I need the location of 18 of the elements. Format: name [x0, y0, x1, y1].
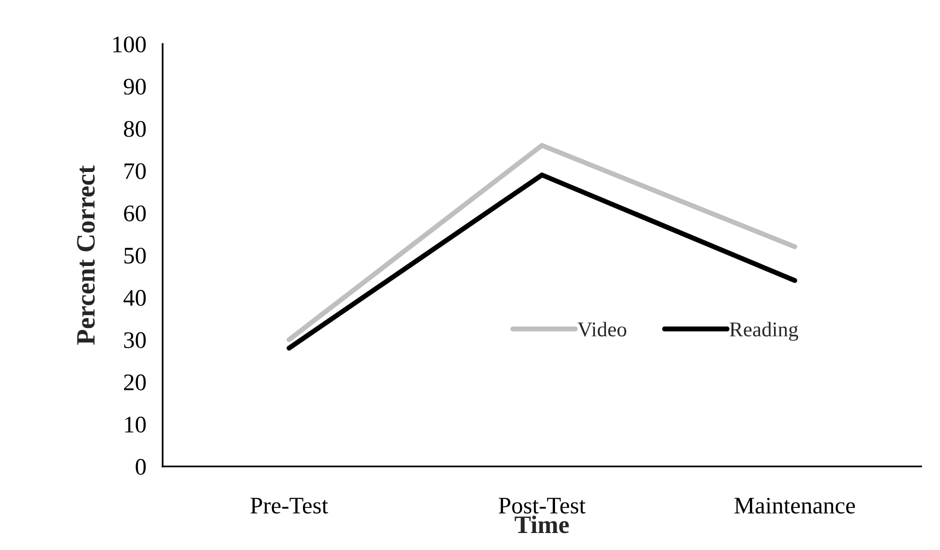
x-tick-label: Post-Test [498, 498, 586, 514]
y-tick-label: 20 [124, 374, 146, 390]
y-tick-label: 10 [125, 416, 146, 433]
y-tick-label: 30 [124, 332, 146, 348]
y-tick-label: 60 [124, 205, 146, 222]
x-tick-label: Maintenance [734, 498, 855, 514]
y-tick-label: 80 [124, 120, 146, 137]
legend-label: Reading [730, 322, 798, 341]
legend-label: Video [578, 322, 626, 337]
x-tick-label: Pre-Test [250, 498, 328, 514]
y-tick-label: 70 [124, 163, 146, 180]
y-axis-title: Percent Correct [77, 165, 95, 345]
y-tick-label: 50 [124, 248, 146, 264]
y-tick-label: 100 [113, 36, 146, 52]
y-tick-label: 0 [136, 458, 146, 475]
y-tick-label: 90 [124, 78, 146, 95]
y-tick-label: 40 [124, 290, 146, 306]
x-axis-title: Time [514, 516, 569, 534]
